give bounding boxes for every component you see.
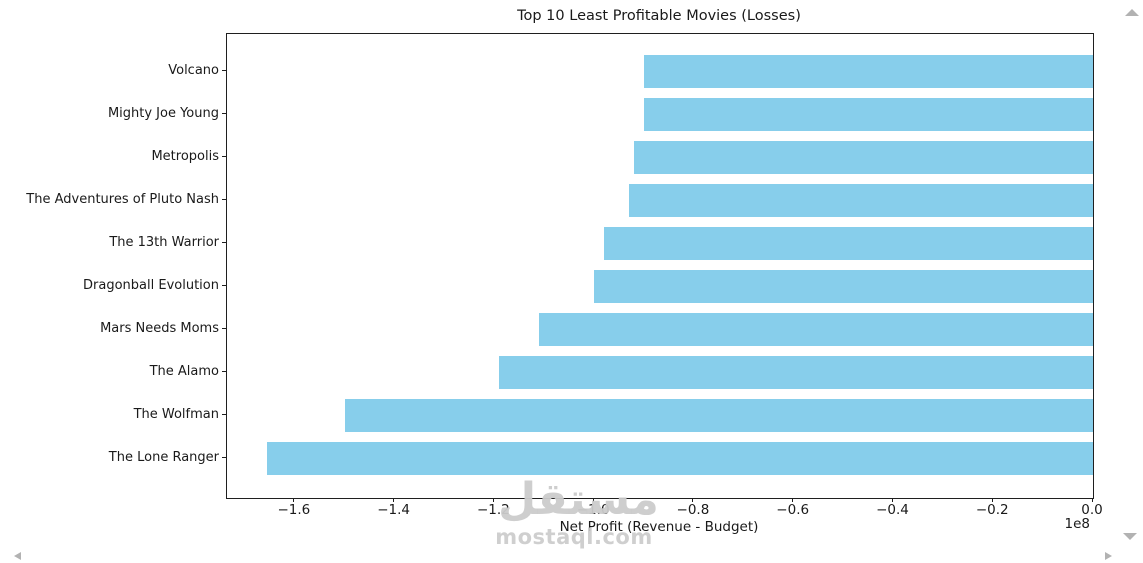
y-tick-label: Dragonball Evolution bbox=[83, 277, 219, 293]
y-tick-mark bbox=[222, 328, 226, 330]
x-tick-label: −1.0 bbox=[576, 502, 610, 518]
y-tick-mark bbox=[222, 156, 226, 158]
y-tick-label: The 13th Warrior bbox=[109, 234, 219, 250]
chart-title: Top 10 Least Profitable Movies (Losses) bbox=[517, 8, 801, 24]
x-tick-label: −0.8 bbox=[676, 502, 710, 518]
x-tick-mark bbox=[492, 498, 494, 502]
y-tick-label: The Adventures of Pluto Nash bbox=[26, 191, 219, 207]
x-tick-mark bbox=[592, 498, 594, 502]
bar-metropolis bbox=[634, 141, 1093, 175]
y-tick-label: Mars Needs Moms bbox=[100, 320, 219, 336]
bar-volcano bbox=[644, 55, 1093, 88]
axis-offset-label: 1e8 bbox=[1064, 516, 1090, 532]
x-tick-label: −0.4 bbox=[876, 502, 909, 518]
y-tick-label: The Wolfman bbox=[133, 406, 219, 422]
x-tick-mark bbox=[293, 498, 295, 502]
bar-dragonball-evolution bbox=[594, 270, 1093, 304]
y-tick-label: Metropolis bbox=[151, 148, 219, 164]
y-tick-label: Mighty Joe Young bbox=[107, 105, 219, 121]
x-tick-label: −0.2 bbox=[975, 502, 1009, 518]
x-tick-mark bbox=[692, 498, 694, 502]
scroll-right-icon[interactable] bbox=[1105, 552, 1112, 560]
bar-mighty-joe-young bbox=[644, 98, 1093, 132]
bar-the-alamo bbox=[499, 356, 1093, 390]
x-tick-label: −1.4 bbox=[377, 502, 410, 518]
y-tick-mark bbox=[222, 199, 226, 201]
scroll-up-icon[interactable] bbox=[1125, 9, 1139, 16]
y-tick-mark bbox=[222, 70, 226, 71]
x-tick-mark bbox=[1091, 498, 1093, 502]
scroll-left-icon[interactable] bbox=[14, 552, 21, 560]
x-tick-mark bbox=[792, 498, 794, 502]
bar-the-13th-warrior bbox=[604, 227, 1093, 261]
x-tick-label: 0.0 bbox=[1081, 502, 1103, 518]
y-tick-label: Volcano bbox=[168, 62, 219, 78]
y-tick-mark bbox=[222, 457, 226, 459]
x-tick-mark bbox=[393, 498, 395, 502]
bar-mars-needs-moms bbox=[539, 313, 1093, 347]
x-tick-label: −0.6 bbox=[776, 502, 810, 518]
x-tick-label: −1.6 bbox=[277, 502, 311, 518]
y-tick-mark bbox=[222, 242, 226, 244]
y-tick-label: The Lone Ranger bbox=[108, 449, 219, 465]
y-tick-mark bbox=[222, 414, 226, 416]
bar-the-wolfman bbox=[344, 399, 1093, 433]
bar-the-adventures-of-pluto-nash bbox=[629, 184, 1093, 218]
y-tick-mark bbox=[222, 113, 226, 115]
plot-area bbox=[226, 33, 1094, 499]
y-tick-mark bbox=[222, 371, 226, 373]
scroll-down-icon[interactable] bbox=[1123, 533, 1137, 540]
x-axis-label: Net Profit (Revenue - Budget) bbox=[559, 519, 759, 535]
x-tick-mark bbox=[891, 498, 893, 502]
x-tick-label: −1.2 bbox=[476, 502, 510, 518]
bar-the-lone-ranger bbox=[267, 442, 1093, 476]
y-tick-mark bbox=[222, 285, 226, 287]
x-tick-mark bbox=[991, 498, 993, 502]
y-tick-label: The Alamo bbox=[149, 363, 219, 379]
